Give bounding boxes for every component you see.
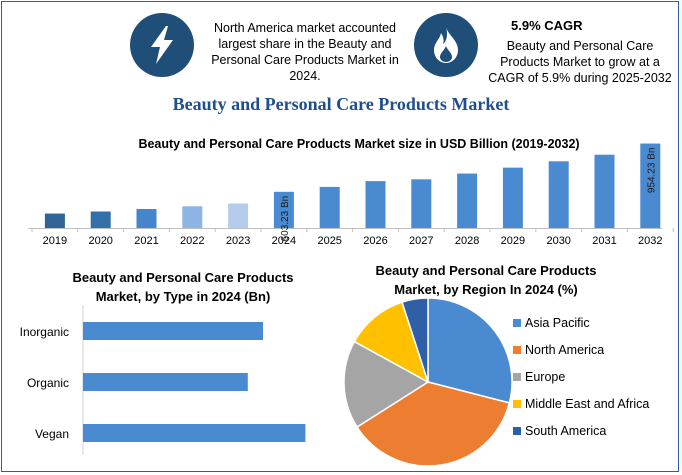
x-tick-label: 2028	[455, 235, 479, 247]
bar-chart-title: Beauty and Personal Care Products Market…	[138, 137, 579, 151]
x-tick-label: 2025	[317, 235, 341, 247]
x-tick-label: 2027	[409, 235, 433, 247]
bar-2021	[136, 209, 157, 228]
x-tick-label: 2031	[592, 235, 616, 247]
bar-2032	[640, 143, 661, 228]
pie-slice-south-america	[401, 297, 429, 383]
legend-label-asia-pacific: Asia Pacific	[525, 316, 590, 330]
legend-swatch	[513, 319, 521, 327]
type-label-vegan: Vegan	[35, 427, 69, 441]
bar-2025	[319, 186, 340, 228]
legend-label-middle-east-and-africa: Middle East and Africa	[525, 397, 649, 411]
cagr-title: 5.9% CAGR	[511, 18, 583, 33]
flame-icon	[414, 13, 478, 77]
data-label-2024: 603.23 Bn	[280, 196, 291, 242]
type-chart-title-line: Beauty and Personal Care Products	[72, 270, 293, 285]
bar-2028	[457, 173, 478, 228]
pie-slice-middle-east-and-africa	[353, 301, 430, 384]
type-bar-inorganic	[83, 322, 263, 340]
x-tick-label: 2023	[226, 235, 250, 247]
main-title: Beauty and Personal Care Products Market	[172, 94, 510, 114]
legend-swatch	[513, 346, 521, 354]
legend-swatch	[513, 400, 521, 408]
bar-2022	[182, 206, 203, 228]
x-tick-label: 2022	[180, 235, 204, 247]
x-tick-label: 2026	[363, 235, 387, 247]
bar-2023	[228, 203, 249, 228]
legend-swatch	[513, 427, 521, 435]
x-tick-label: 2030	[546, 235, 570, 247]
type-bar-organic	[83, 373, 248, 391]
region-chart-title-line: Market, by Region In 2024 (%)	[394, 282, 578, 297]
x-tick-label: 2032	[638, 235, 662, 247]
legend-label-europe: Europe	[525, 370, 565, 384]
bar-2031	[594, 154, 615, 228]
left-callout-text: North America market accounted largest s…	[211, 21, 399, 83]
legend-label-south-america: South America	[525, 424, 606, 438]
bar-2020	[90, 211, 111, 228]
right-callout-text: Beauty and Personal Care Products Market…	[488, 39, 672, 85]
legend-label-north-america: North America	[525, 343, 604, 357]
pie-slice-europe	[343, 340, 430, 429]
pie-slice-asia-pacific	[427, 297, 513, 404]
bar-2030	[548, 161, 569, 228]
bar-2024	[273, 191, 294, 228]
bar-2026	[365, 181, 386, 228]
type-label-organic: Organic	[27, 376, 69, 390]
x-tick-label: 2019	[43, 235, 67, 247]
x-tick-label: 2024	[272, 235, 296, 247]
type-chart-title-line: Market, by Type in 2024 (Bn)	[96, 289, 271, 304]
bar-2019	[44, 213, 65, 228]
type-bar-vegan	[83, 424, 306, 442]
x-tick-label: 2020	[88, 235, 112, 247]
type-label-inorganic: Inorganic	[20, 325, 69, 339]
legend-swatch	[513, 373, 521, 381]
x-tick-label: 2029	[501, 235, 525, 247]
region-chart-title-line: Beauty and Personal Care Products	[375, 263, 596, 278]
data-label-2032: 954.23 Bn	[646, 148, 657, 194]
bar-2029	[502, 167, 523, 228]
lightning-bolt-icon	[130, 13, 194, 77]
bar-2027	[411, 179, 432, 228]
x-tick-label: 2021	[134, 235, 158, 247]
